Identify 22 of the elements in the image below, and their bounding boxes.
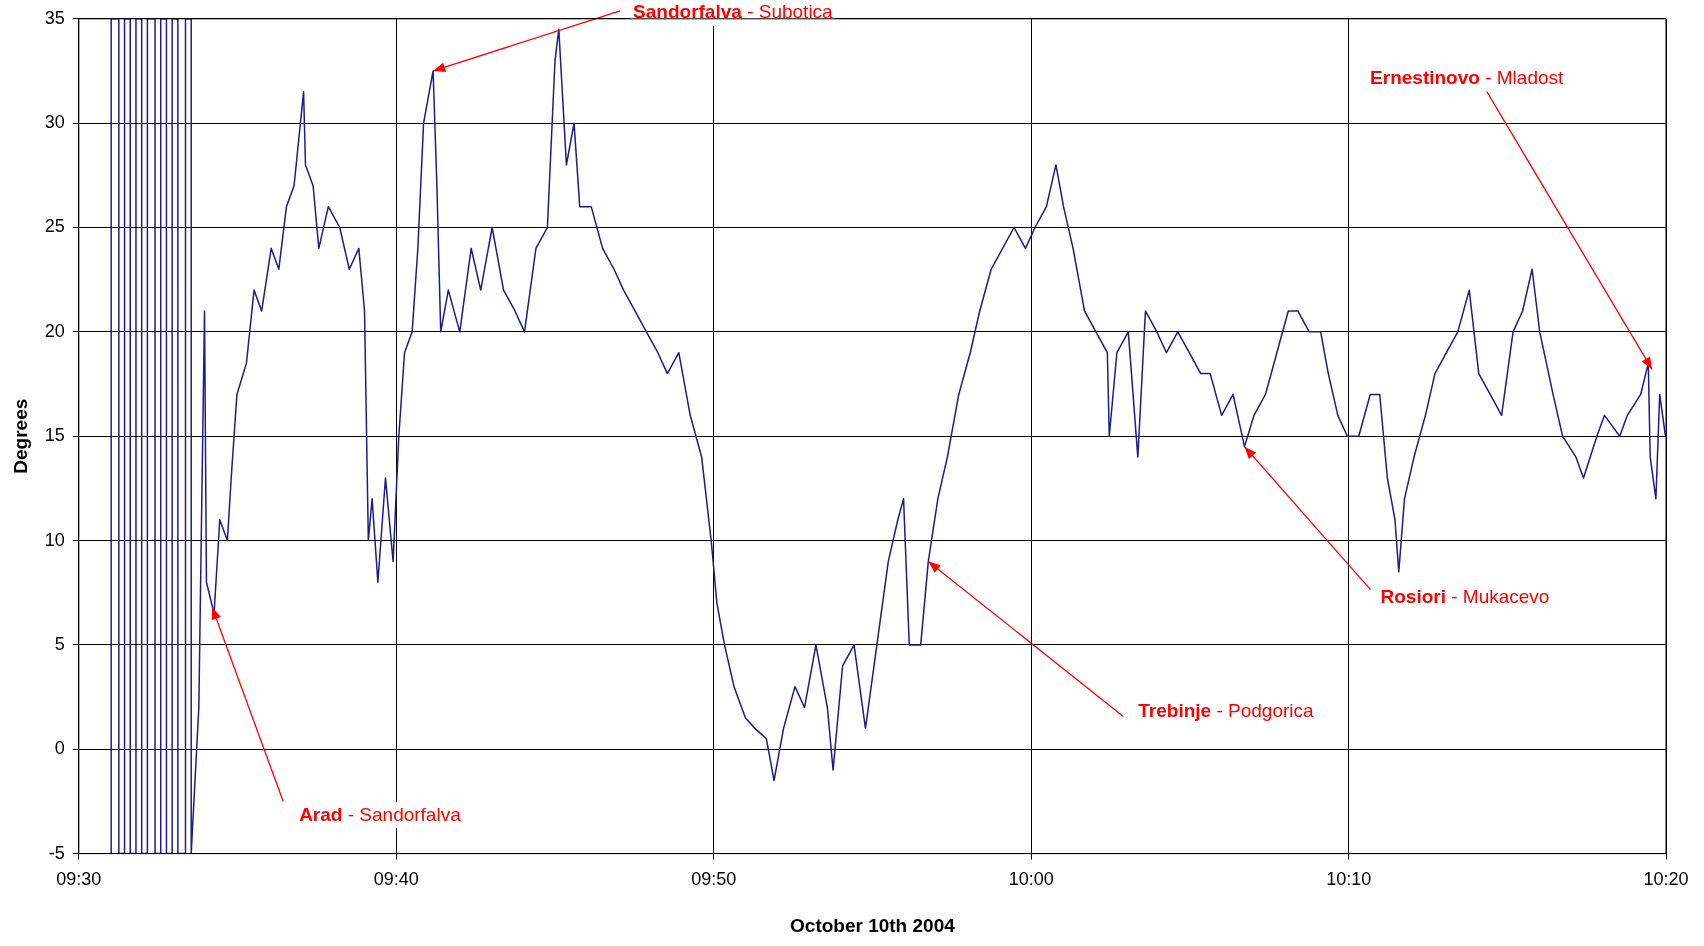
x-tick-label: 09:50 xyxy=(691,869,737,890)
y-tick-label: 5 xyxy=(54,633,65,654)
y-tick-label: 0 xyxy=(54,738,65,759)
annotation: Sandorfalva - Subotica xyxy=(633,1,834,23)
x-tick-label: 10:20 xyxy=(1643,869,1689,890)
annotation: Arad - Sandorfalva xyxy=(299,803,462,825)
x-tick-label: 10:00 xyxy=(1008,869,1054,890)
y-tick-label: -5 xyxy=(48,842,65,863)
annotation: Trebinje - Podgorica xyxy=(1138,699,1315,721)
x-tick-label: 09:30 xyxy=(56,869,102,890)
y-tick-label: 20 xyxy=(44,320,65,341)
y-tick-label: 30 xyxy=(44,112,65,133)
x-axis-title: October 10th 2004 xyxy=(790,914,956,936)
x-tick-label: 10:10 xyxy=(1326,869,1372,890)
y-tick-label: 35 xyxy=(44,7,65,28)
annotation: Ernestinovo - Mladost xyxy=(1370,66,1565,88)
x-tick-label: 09:40 xyxy=(373,869,419,890)
y-axis-title: Degrees xyxy=(9,398,31,474)
annotation: Rosiori - Mukacevo xyxy=(1380,585,1550,607)
y-tick-label: 25 xyxy=(44,216,65,237)
y-tick-label: 10 xyxy=(44,529,65,550)
y-tick-label: 15 xyxy=(44,425,65,446)
